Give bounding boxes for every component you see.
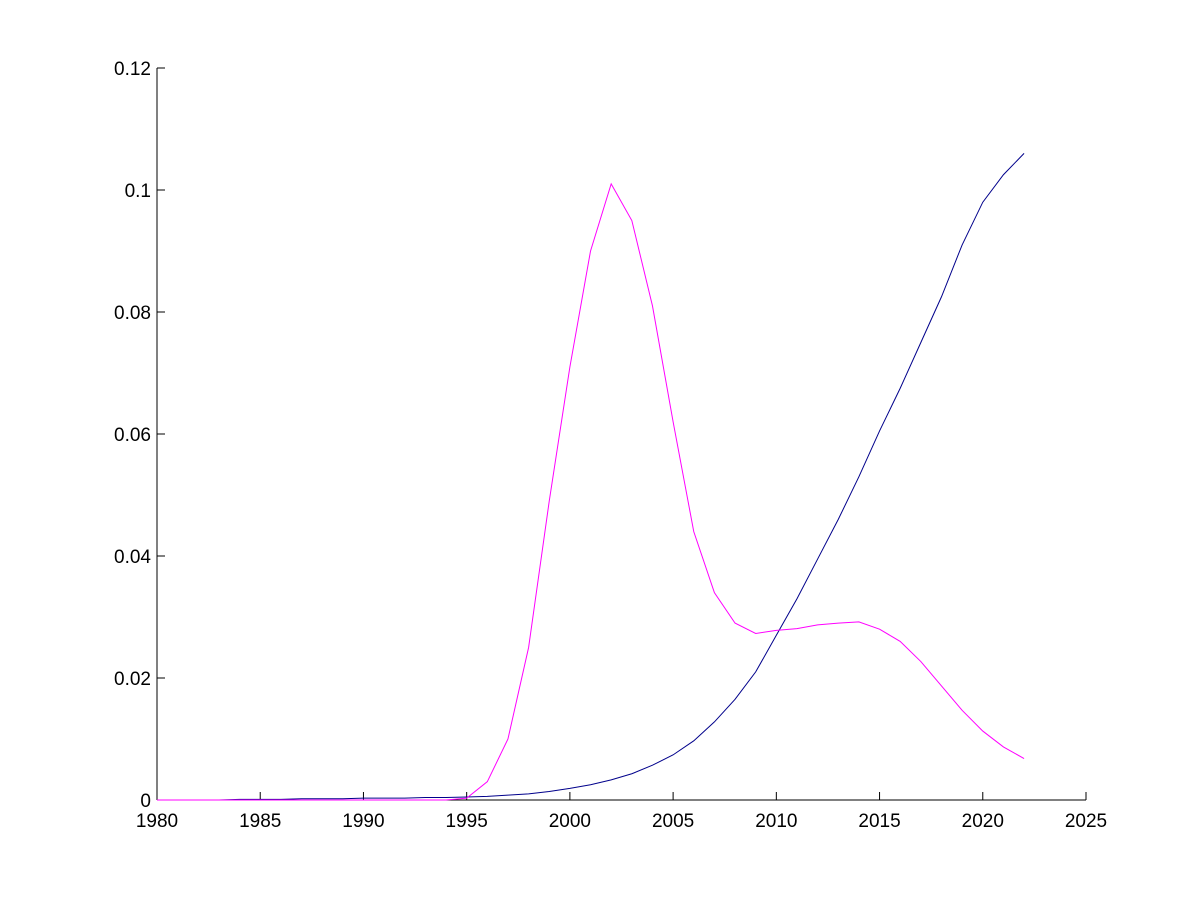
x-tick-label: 2025 (1065, 811, 1107, 832)
y-tick-label: 0.08 (114, 303, 151, 324)
x-tick-label: 1995 (446, 811, 488, 832)
y-tick-label: 0.04 (114, 547, 151, 568)
x-tick-label: 2005 (652, 811, 694, 832)
y-tick-label: 0.12 (114, 59, 151, 80)
y-tick-label: 0 (140, 791, 151, 812)
series-line (157, 182, 1025, 801)
x-tick-label: 1990 (342, 811, 384, 832)
series-line (157, 153, 1025, 801)
x-tick-label: 2000 (549, 811, 591, 832)
x-tick-label: 2015 (858, 811, 900, 832)
x-tick-label: 2020 (962, 811, 1004, 832)
y-tick-label: 0.1 (125, 181, 151, 202)
x-tick-label: 1980 (136, 811, 178, 832)
x-tick-label: 1985 (239, 811, 281, 832)
y-tick-label: 0.06 (114, 425, 151, 446)
y-tick-label: 0.02 (114, 669, 151, 690)
x-tick-label: 2010 (755, 811, 797, 832)
